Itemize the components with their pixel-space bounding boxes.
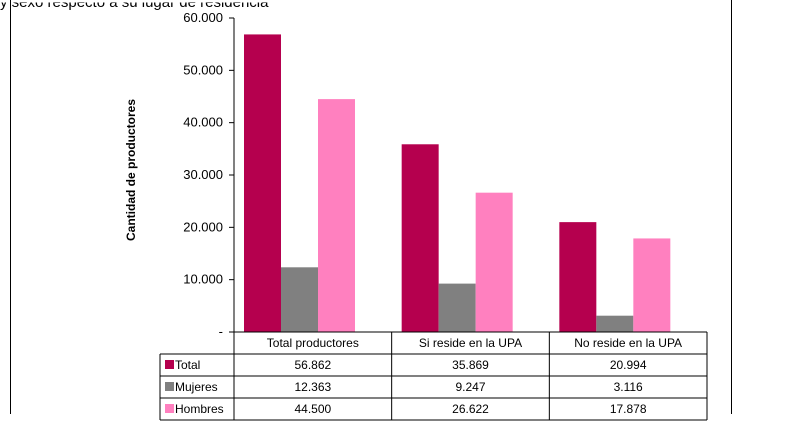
data-label: 17.878 [610,402,647,416]
category-label: Si reside en la UPA [419,336,522,350]
category-label: Total productores [267,336,359,350]
y-tick-label: 30.000 [183,167,223,182]
y-tick-label: 60.000 [183,10,223,25]
bar-hombres-3 [633,238,671,332]
data-label: 20.994 [610,358,647,372]
bar-hombres-2 [475,192,513,332]
legend-swatch-mujeres [165,382,174,391]
bar-hombres-1 [318,99,355,332]
y-tick-label: - [219,324,223,339]
bar-total-3 [559,222,597,332]
data-label: 35.869 [452,358,489,372]
bar-mujeres-2 [438,283,476,332]
legend-label-mujeres: Mujeres [175,380,218,394]
y-axis-title: Cantidad de productores [124,99,138,241]
bar-mujeres-1 [281,267,318,332]
data-label: 12.363 [294,380,331,394]
legend-label-hombres: Hombres [175,402,224,416]
data-label: 56.862 [294,358,331,372]
legend-swatch-total [165,360,174,369]
bar-mujeres-3 [596,315,634,332]
bar-total-1 [244,34,281,332]
data-label: 26.622 [452,402,489,416]
legend-swatch-hombres [165,404,174,413]
legend-label-total: Total [175,358,200,372]
y-tick-label: 50.000 [183,62,223,77]
y-tick-label: 20.000 [183,219,223,234]
bar-total-2 [401,144,439,332]
data-label: 9.247 [455,380,485,394]
data-label: 3.116 [614,380,643,394]
data-label: 44.500 [294,402,331,416]
y-tick-label: 10.000 [183,272,223,287]
category-label: No reside en la UPA [574,336,682,350]
figure-frame [10,0,732,414]
caption-fragment: y sexo respecto a su lugar de residencia [0,0,269,12]
y-tick-label: 40.000 [183,115,223,130]
